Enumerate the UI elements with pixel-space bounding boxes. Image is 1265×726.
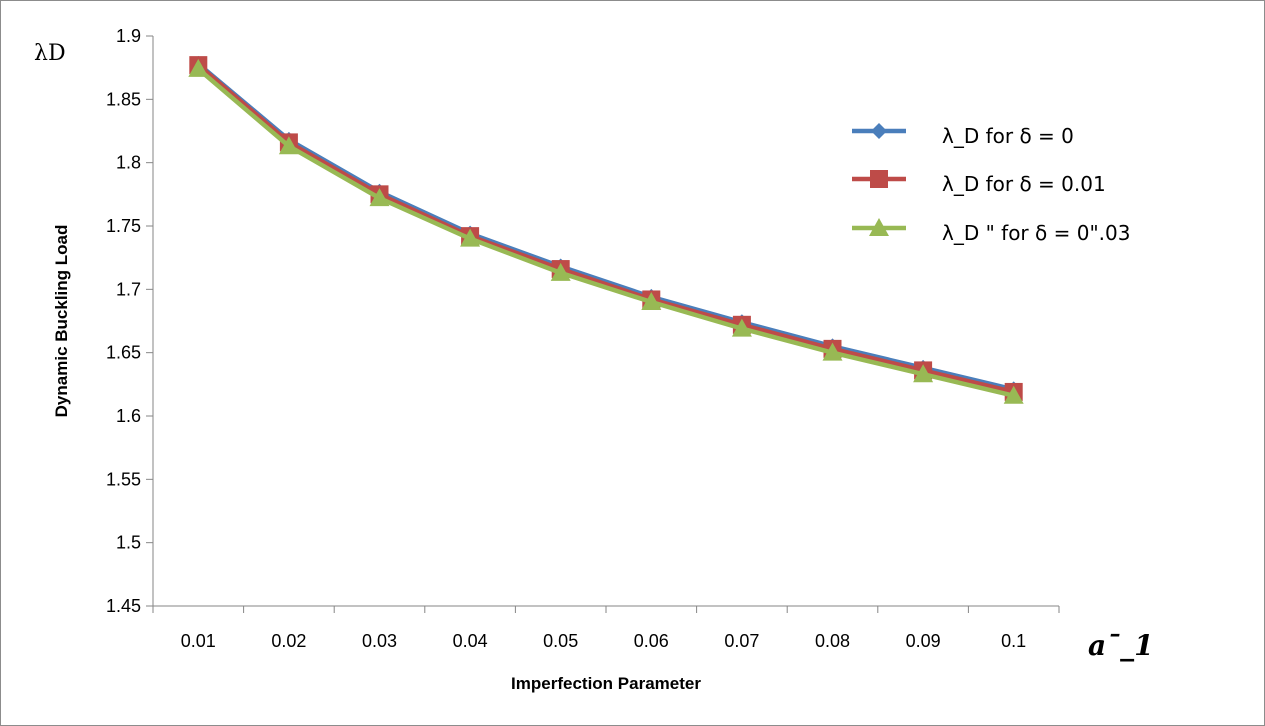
x-tick-label: 0.05 <box>543 631 578 651</box>
corner-y-label: λD <box>34 41 66 66</box>
x-tick-label: 0.1 <box>1001 631 1026 651</box>
data-point-diamond <box>871 123 887 139</box>
y-tick-label: 1.45 <box>106 596 141 616</box>
y-tick-label: 1.7 <box>116 279 141 299</box>
y-tick-label: 1.8 <box>116 153 141 173</box>
data-point-triangle <box>731 318 752 337</box>
legend: λ_D for δ = 0 λ_D for δ = 0.01 λ_D " for δ… <box>852 123 1130 245</box>
x-tick-label: 0.07 <box>724 631 759 651</box>
data-point-triangle <box>869 218 889 236</box>
y-tick-label: 1.65 <box>106 343 141 363</box>
y-tick-label: 1.85 <box>106 89 141 109</box>
legend-label: λ_D for δ = 0.01 <box>942 172 1106 196</box>
x-ticks: 0.01 0.02 0.03 0.04 0.05 0.06 0.07 0.08 0.09 0.1 <box>152 606 1060 651</box>
data-point-triangle <box>550 262 571 281</box>
y-tick-label: 1.55 <box>106 469 141 489</box>
corner-x-label: a¯_1 <box>1088 629 1154 662</box>
y-tick-label: 1.6 <box>116 406 141 426</box>
legend-label: λ_D " for δ = 0".03 <box>942 221 1130 245</box>
data-point-square <box>870 170 888 188</box>
x-tick-label: 0.09 <box>906 631 941 651</box>
data-point-triangle <box>913 364 934 383</box>
data-point-triangle <box>1003 385 1024 404</box>
data-point-triangle <box>369 188 390 207</box>
x-tick-label: 0.01 <box>181 631 216 651</box>
x-tick-label: 0.04 <box>453 631 488 651</box>
legend-entry-3: λ_D " for δ = 0".03 <box>852 218 1130 245</box>
x-tick-label: 0.06 <box>634 631 669 651</box>
y-axis-title: Dynamic Buckling Load <box>52 225 71 418</box>
y-tick-label: 1.75 <box>106 216 141 236</box>
data-point-triangle <box>460 228 481 247</box>
x-tick-label: 0.02 <box>271 631 306 651</box>
legend-entry-2: λ_D for δ = 0.01 <box>852 170 1106 196</box>
data-point-triangle <box>822 342 843 361</box>
x-axis-title: Imperfection Parameter <box>511 674 701 693</box>
series-line <box>196 67 1015 398</box>
data-point-triangle <box>278 136 299 155</box>
y-tick-label: 1.9 <box>116 26 141 46</box>
y-ticks: 1.45 1.5 1.55 1.6 1.65 1.7 1.75 1.8 1.85 1.9 <box>106 26 153 616</box>
data-point-triangle <box>188 58 209 77</box>
x-tick-label: 0.03 <box>362 631 397 651</box>
series-line <box>196 63 1015 395</box>
series-group <box>188 55 1024 404</box>
y-tick-label: 1.5 <box>116 533 141 553</box>
legend-entry-1: λ_D for δ = 0 <box>852 123 1074 148</box>
data-point-triangle <box>641 292 662 310</box>
series-3 <box>188 58 1024 404</box>
x-tick-label: 0.08 <box>815 631 850 651</box>
legend-label: λ_D for δ = 0 <box>942 124 1074 148</box>
